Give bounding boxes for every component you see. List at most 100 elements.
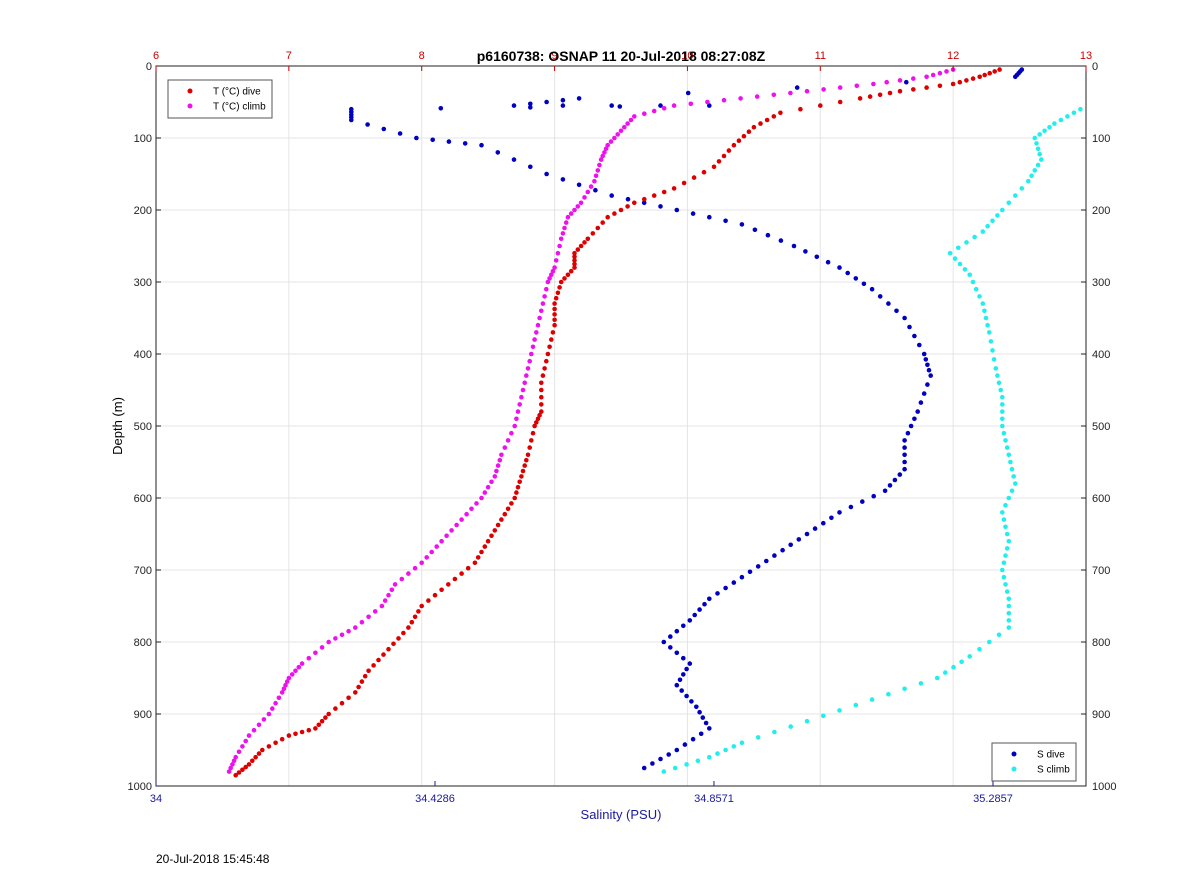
data-point xyxy=(313,726,318,731)
data-point xyxy=(296,664,302,670)
data-point xyxy=(755,735,761,740)
data-point xyxy=(412,565,418,571)
data-point xyxy=(738,96,743,101)
data-point xyxy=(1035,146,1041,152)
data-point xyxy=(1000,416,1005,422)
data-point xyxy=(812,526,818,531)
data-point xyxy=(902,452,907,458)
data-point xyxy=(772,553,777,558)
data-point xyxy=(972,234,977,240)
data-point xyxy=(687,618,693,623)
data-point xyxy=(1029,173,1034,179)
data-point xyxy=(540,301,546,306)
data-point xyxy=(429,549,435,555)
data-point xyxy=(951,664,956,670)
series-t-c-climb xyxy=(226,67,956,774)
data-point xyxy=(482,544,488,549)
data-point xyxy=(923,357,929,362)
data-point xyxy=(897,78,903,83)
data-point xyxy=(672,765,678,771)
data-point xyxy=(617,104,623,109)
data-point xyxy=(908,423,914,429)
data-point xyxy=(690,736,696,742)
data-point xyxy=(406,571,411,576)
data-point xyxy=(550,330,556,335)
data-point xyxy=(499,452,504,458)
data-point xyxy=(794,85,800,90)
data-point xyxy=(681,623,686,629)
data-point xyxy=(711,164,717,170)
data-point xyxy=(1035,162,1041,168)
data-point xyxy=(716,159,722,164)
data-point xyxy=(528,164,533,170)
data-point xyxy=(998,387,1003,393)
data-point xyxy=(1013,481,1018,486)
data-point xyxy=(970,279,976,285)
data-point xyxy=(721,97,727,103)
data-point xyxy=(677,677,683,683)
data-point xyxy=(485,484,491,490)
data-point xyxy=(544,99,549,105)
data-point xyxy=(529,438,534,443)
data-point xyxy=(990,218,995,224)
data-point xyxy=(605,214,610,220)
data-point xyxy=(917,342,922,348)
x-top-tick-label: 12 xyxy=(947,50,959,62)
legend-entry-label: S climb xyxy=(1037,765,1070,776)
data-point xyxy=(256,722,262,728)
data-point xyxy=(532,423,537,429)
data-point xyxy=(279,736,285,742)
data-point xyxy=(276,695,282,701)
data-point xyxy=(1001,560,1007,566)
data-point xyxy=(837,99,843,105)
data-point xyxy=(772,729,777,735)
data-point xyxy=(658,204,663,209)
data-point xyxy=(902,686,907,692)
data-point xyxy=(519,394,524,400)
data-point xyxy=(705,99,710,105)
data-point xyxy=(668,634,673,639)
data-point xyxy=(778,238,784,243)
y-tick-label-left: 700 xyxy=(134,565,152,577)
data-point xyxy=(544,171,549,177)
data-point xyxy=(539,402,544,407)
legend-temperature: T (°C) dive T (°C) climb xyxy=(167,79,273,119)
data-point xyxy=(612,211,617,216)
data-point xyxy=(572,265,577,270)
data-point xyxy=(612,135,617,141)
data-point xyxy=(489,533,494,539)
data-point xyxy=(539,409,544,414)
x-top-tick-label: 13 xyxy=(1080,50,1092,62)
data-point xyxy=(562,276,567,281)
data-point xyxy=(877,294,883,299)
data-point xyxy=(502,511,508,517)
data-point xyxy=(684,666,689,672)
y-tick-label-right: 700 xyxy=(1092,565,1110,577)
data-point xyxy=(924,85,929,90)
y-tick-label-right: 900 xyxy=(1092,709,1110,721)
data-point xyxy=(1006,618,1012,623)
data-point xyxy=(924,74,929,80)
data-point xyxy=(1065,114,1070,119)
data-point xyxy=(392,582,398,587)
data-point xyxy=(557,285,562,290)
data-point xyxy=(459,517,464,522)
data-point xyxy=(552,265,557,270)
data-point xyxy=(511,103,517,108)
legend-marker xyxy=(1011,751,1017,757)
data-point xyxy=(726,148,732,153)
data-point xyxy=(540,373,546,378)
data-point xyxy=(251,727,257,733)
y-tick-label-left: 100 xyxy=(134,133,152,145)
data-point xyxy=(952,256,958,261)
data-point xyxy=(469,506,474,512)
data-point xyxy=(684,762,689,767)
data-point xyxy=(671,103,677,108)
data-point xyxy=(886,691,891,697)
x-top-tick-label: 7 xyxy=(286,50,292,62)
data-point xyxy=(236,749,242,755)
data-point xyxy=(553,295,559,301)
y-tick-label-right: 100 xyxy=(1092,133,1110,145)
data-point xyxy=(736,138,742,143)
data-point xyxy=(572,250,577,256)
